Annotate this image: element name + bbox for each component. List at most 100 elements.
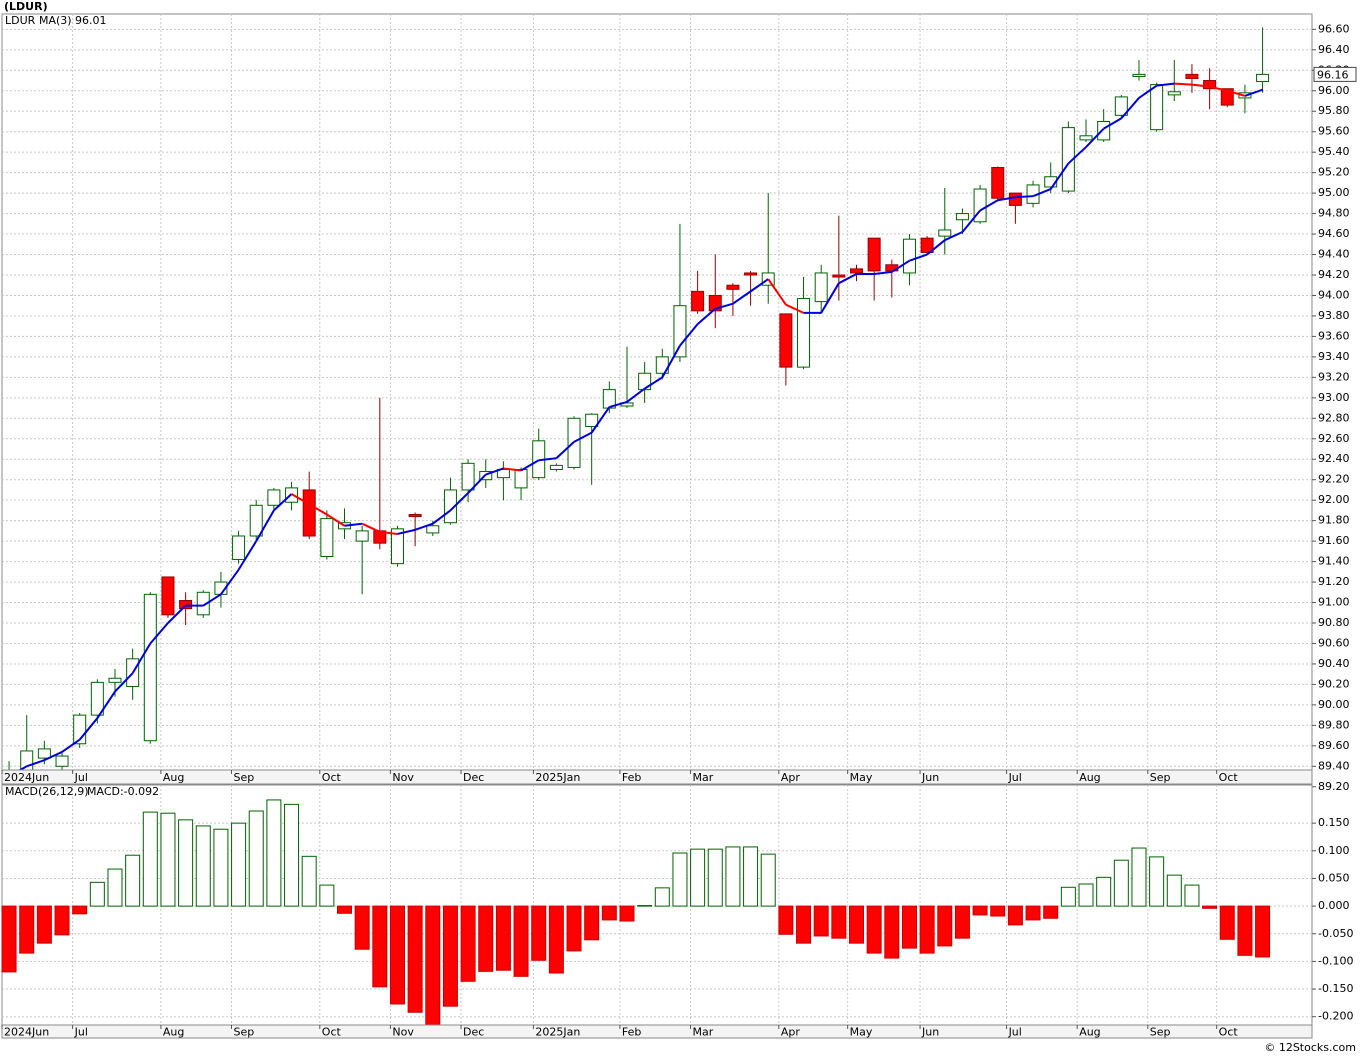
ma-segment [149,622,169,645]
bar [601,905,617,921]
candle-body [390,528,404,565]
x-tick-label: Nov [392,771,414,784]
legend-value: 96.01 [75,14,107,27]
ma-segment [838,273,857,285]
ma-segment [750,278,769,293]
y-tick-label: 93.20 [1318,370,1350,383]
y-tick-label: 96.40 [1318,43,1350,56]
candle-body [514,468,528,489]
candle-body [1079,135,1093,141]
x-tick-label: May [850,771,873,784]
ma-segment [1103,117,1122,130]
ma-segment [379,530,398,535]
candle-body [426,525,440,534]
x-tick-label: Jul [1008,1026,1022,1039]
bar [954,905,970,939]
candle-body [832,274,846,278]
bar [89,881,105,907]
last-price-box [1313,66,1357,82]
bar [372,905,388,988]
bar [831,905,847,939]
bar [213,828,229,907]
bar [54,905,70,936]
ma-segment [1067,146,1087,165]
ma-segment [609,400,628,408]
bar [796,905,812,944]
candle-body [1167,91,1181,96]
ma-segment [997,196,1016,202]
ma-segment [61,738,81,753]
x-tick-label: Jul [74,1026,88,1039]
candle-body [1256,73,1270,83]
x-tick-label: Oct [1219,1026,1239,1039]
bar [1131,847,1147,907]
bar [990,905,1006,917]
candle-body [1097,120,1111,141]
bar [337,905,353,914]
y-tick-label: 93.80 [1318,309,1350,322]
ma-segment [696,308,716,325]
bar [672,852,688,907]
y-tick-label: -0.050 [1318,927,1353,940]
ma-segment [785,303,804,314]
candle-body [1132,73,1146,77]
y-tick-label: 92.00 [1318,493,1350,506]
candle-body [267,489,281,506]
candle-body [920,237,934,253]
y-tick-label: 92.40 [1318,452,1350,465]
y-tick-label: 95.80 [1318,104,1350,117]
candle-body [179,599,193,610]
bar [937,905,953,947]
x-tick-label: Aug [163,1026,184,1039]
x-tick-label: 2024Jun [4,771,49,784]
panel [1,13,1313,771]
candle-body [320,518,334,557]
y-tick-label: 95.00 [1318,186,1350,199]
ma-segment [626,387,646,403]
y-tick-label: 90.40 [1318,657,1350,670]
bar [36,905,52,944]
bar [407,905,423,1013]
ma-segment [926,239,946,256]
bar [1060,886,1076,907]
x-tick-label: Nov [392,1026,414,1039]
candle-body [991,167,1005,199]
y-tick-label: 93.40 [1318,350,1350,363]
bar [654,887,670,907]
y-tick-label: 92.60 [1318,432,1350,445]
candle-body [867,237,881,272]
ma-segment [114,672,134,693]
candle-body [249,504,263,537]
x-tick-label: Sep [234,771,255,784]
bar [72,905,88,915]
ma-segment [432,509,452,525]
ma-segment [131,642,152,674]
y-tick-label: -0.150 [1318,982,1353,995]
bar [884,905,900,959]
candle-body [814,272,828,303]
candle-body [143,593,157,742]
ma-segment [1156,82,1175,87]
bar [125,854,141,907]
ma-segment [326,513,346,527]
ma-segment [1244,88,1263,97]
candle-body [850,268,864,274]
y-tick-label: 92.20 [1318,473,1350,486]
x-tick-label: Dec [463,771,484,784]
ma-segment [961,209,981,233]
x-tick-label: Feb [622,1026,641,1039]
x-tick-label: Jun [921,771,939,784]
x-tick-label: Sep [234,1026,255,1039]
x-tick-label: May [850,1026,873,1039]
bar [866,905,882,954]
x-tick-label: Apr [781,771,801,784]
bar [266,799,282,907]
y-tick-label: 91.60 [1318,534,1350,547]
candle-body [461,462,475,491]
y-tick-label: 94.00 [1318,288,1350,301]
candle-body [691,290,705,312]
bar [1219,905,1235,940]
bar [319,884,335,907]
bar [478,905,494,972]
bar [919,905,935,954]
